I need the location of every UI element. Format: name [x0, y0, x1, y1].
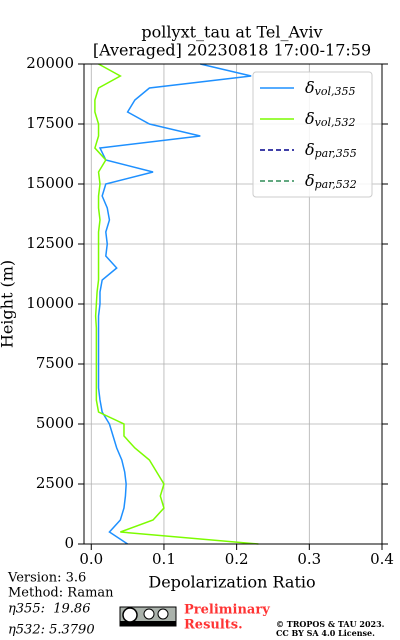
legend-box: [252, 71, 373, 198]
data-line: [97, 63, 252, 545]
y-tick-label: 17500: [26, 114, 74, 132]
legend-label: δvol,532: [305, 109, 356, 130]
y-tick-label: 5000: [36, 414, 74, 432]
version: Version: 3.6: [7, 571, 86, 586]
x-axis-label: Depolarization Ratio: [148, 573, 315, 592]
y-tick-label: 2500: [36, 474, 74, 492]
x-tick-label: 0.4: [370, 550, 394, 568]
eta532: η532: 5.3790: [8, 623, 95, 638]
x-tick-label: 0.3: [297, 550, 321, 568]
notice: Results.: [184, 618, 243, 633]
method: Method: Raman: [8, 586, 114, 601]
y-tick-label: 20000: [26, 54, 74, 72]
x-tick-label: 0.0: [79, 550, 103, 568]
eta355: η355: 19.86: [8, 602, 90, 617]
y-tick-label: 12500: [26, 234, 74, 252]
legend-label: δpar,532: [305, 171, 357, 192]
data-line: [94, 63, 259, 545]
legend-label: δvol,355: [305, 78, 356, 99]
y-tick-label: 15000: [26, 174, 74, 192]
copyright: CC BY SA 4.0 License.: [276, 628, 375, 638]
y-tick-label: 0: [64, 534, 74, 552]
copyright: © TROPOS & TAU 2023.: [276, 619, 385, 629]
chart-title: pollyxt_tau at Tel_Aviv: [141, 23, 322, 42]
license-badge: [119, 606, 177, 627]
y-axis-label: Height (m): [0, 260, 17, 348]
legend-label: δpar,355: [305, 140, 357, 161]
y-tick-label: 10000: [26, 294, 74, 312]
x-tick-label: 0.2: [225, 550, 249, 568]
plot-frame: [83, 63, 383, 545]
x-tick-label: 0.1: [152, 550, 176, 568]
y-tick-label: 7500: [36, 354, 74, 372]
chart-subtitle: [Averaged] 20230818 17:00-17:59: [93, 41, 371, 60]
notice: Preliminary: [184, 603, 270, 618]
